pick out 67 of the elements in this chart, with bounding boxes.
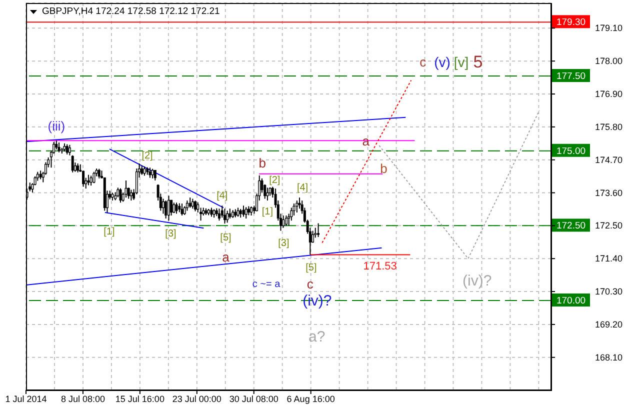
- candlestick: [296, 200, 298, 214]
- x-tick-label: 23 Jul 00:00: [172, 394, 222, 404]
- annotation: [3]: [165, 228, 177, 240]
- candlestick: [234, 208, 237, 218]
- annotation: (iii): [48, 118, 66, 133]
- y-tick-label: 169.20: [595, 319, 623, 330]
- ref-line-label: 172.50: [556, 220, 586, 232]
- annotation: [v]: [454, 54, 469, 70]
- candlestick: [90, 175, 92, 186]
- x-tick-label: 8 Jul 08:00: [60, 394, 105, 404]
- annotation: [4]: [216, 190, 228, 202]
- y-tick-label: 172.50: [595, 220, 623, 231]
- annotation: (v): [434, 54, 450, 70]
- annotation: [1]: [104, 226, 116, 238]
- y-tick-label: 174.70: [595, 154, 623, 165]
- candlestick: [39, 170, 42, 180]
- x-tick-label: 1 Jul 2014: [5, 394, 47, 404]
- ref-line-label: 175.00: [556, 145, 586, 156]
- y-tick-label: 179.10: [595, 23, 623, 34]
- annotation: [5]: [306, 262, 317, 274]
- annotation: a?: [308, 328, 326, 346]
- annotation: 5: [473, 52, 483, 72]
- candlestick: [282, 215, 285, 228]
- candlestick: [148, 167, 152, 178]
- annotation: [1]: [262, 206, 274, 218]
- candlestick: [162, 198, 164, 214]
- candlestick: [82, 170, 85, 188]
- candlestick: [44, 162, 47, 176]
- annotation: a: [222, 249, 230, 264]
- candlestick: [58, 142, 60, 153]
- candlestick: [288, 213, 290, 226]
- y-tick-label: 178.00: [595, 56, 623, 66]
- candlestick: [28, 182, 32, 192]
- candlestick: [140, 165, 144, 176]
- annotation: c: [306, 276, 314, 292]
- annotation: (iv)?: [462, 272, 492, 290]
- annotation: [5]: [220, 232, 232, 244]
- candlestick: [292, 203, 296, 216]
- annotation: 171.53: [363, 260, 397, 273]
- annotation: b: [258, 154, 266, 170]
- y-tick-label: 173.60: [595, 188, 623, 198]
- x-tick-label: 15 Jul 16:00: [115, 394, 164, 404]
- ref-line-label: 170.00: [556, 295, 586, 306]
- annotation: [2]: [142, 150, 154, 161]
- y-tick-label: 170.30: [595, 286, 623, 297]
- ref-line-label: 179.30: [556, 16, 586, 28]
- candlestick: [266, 187, 269, 202]
- candlestick: [200, 207, 202, 222]
- candlestick: [87, 174, 90, 186]
- chart-title: GBPJPY,H4 172.24 172.58 172.12 172.21: [42, 6, 220, 17]
- candlestick: [124, 180, 128, 198]
- y-tick-label: 168.10: [595, 352, 623, 362]
- ref-line-label: 177.50: [556, 70, 586, 82]
- x-tick-label: 30 Jul 08:00: [229, 394, 278, 404]
- candlestick: [244, 206, 248, 219]
- annotation: [2]: [269, 174, 280, 186]
- annotation: c: [420, 54, 426, 70]
- x-tick-label: 6 Aug 16:00: [286, 394, 335, 404]
- annotation: c ~= a: [252, 278, 280, 290]
- candlestick: [135, 168, 138, 195]
- y-tick-label: 175.80: [595, 122, 623, 132]
- y-tick-label: 176.90: [595, 88, 623, 99]
- candlestick: [212, 208, 216, 218]
- annotation: [3]: [278, 237, 290, 248]
- annotation: b: [380, 160, 388, 176]
- annotation: [4]: [296, 182, 308, 194]
- y-tick-label: 171.40: [595, 254, 623, 264]
